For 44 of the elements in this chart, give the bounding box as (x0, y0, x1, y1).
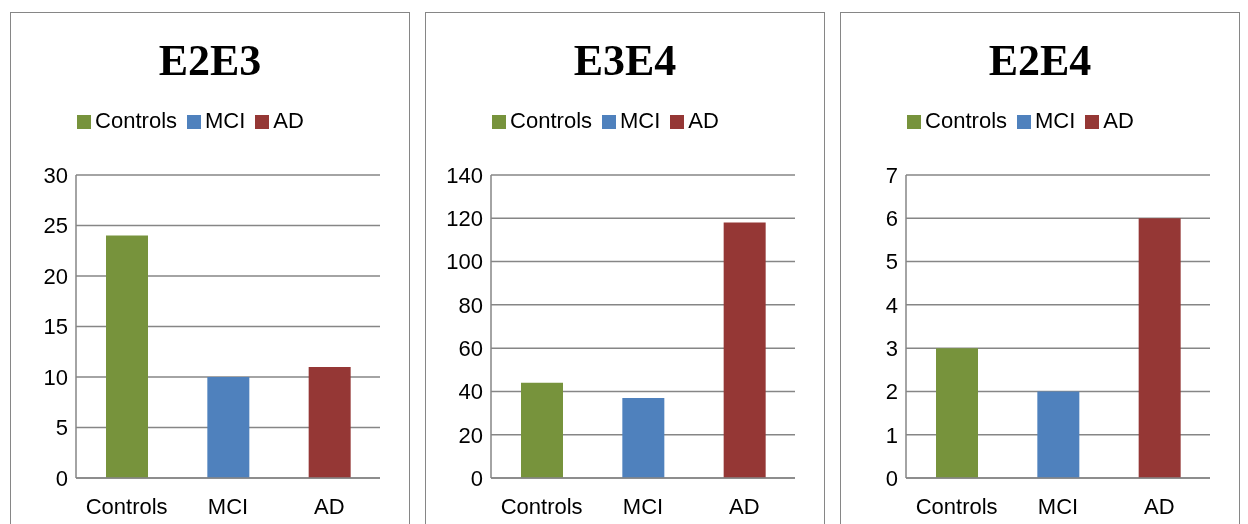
x-tick-label: AD (729, 493, 760, 519)
y-tick-label: 1 (885, 422, 898, 448)
x-tick-label: MCI (1037, 493, 1079, 519)
y-tick-label: 0 (55, 465, 68, 491)
chart-title: E3E4 (572, 35, 678, 87)
legend-label: MCI (620, 108, 661, 133)
y-tick-label: 60 (458, 335, 483, 361)
y-tick-label: 0 (470, 465, 483, 491)
y-tick-label: 30 (43, 162, 68, 188)
x-tick-label: AD (1144, 493, 1175, 519)
legend-label: AD (1103, 108, 1134, 133)
chart-title: E2E4 (987, 35, 1093, 87)
y-tick-label: 15 (43, 314, 68, 340)
legend-label: Controls (925, 108, 1008, 133)
y-tick-label: 20 (43, 263, 68, 289)
x-tick-label: Controls (500, 493, 583, 519)
legend-label: AD (273, 108, 304, 133)
y-tick-label: 120 (446, 206, 483, 232)
legend-label: Controls (95, 108, 178, 133)
y-tick-label: 6 (885, 206, 898, 232)
legend-label: MCI (1035, 108, 1076, 133)
y-tick-label: 4 (885, 292, 898, 318)
x-tick-label: MCI (622, 493, 664, 519)
y-tick-label: 140 (446, 162, 483, 188)
legend-label: MCI (205, 108, 246, 133)
x-tick-label: AD (314, 493, 345, 519)
y-tick-label: 40 (458, 379, 483, 405)
y-tick-label: 80 (458, 292, 483, 318)
legend-label: Controls (510, 108, 593, 133)
y-tick-label: 2 (885, 379, 898, 405)
x-tick-label: Controls (85, 493, 168, 519)
x-tick-label: MCI (207, 493, 249, 519)
y-tick-label: 20 (458, 422, 483, 448)
y-tick-label: 3 (885, 335, 898, 361)
y-tick-label: 100 (446, 249, 483, 275)
y-tick-label: 5 (885, 249, 898, 275)
chart-title: E2E3 (157, 35, 263, 87)
y-tick-label: 7 (885, 162, 898, 188)
y-tick-label: 25 (43, 213, 68, 239)
x-tick-label: Controls (915, 493, 998, 519)
y-tick-label: 10 (43, 364, 68, 390)
y-tick-label: 5 (55, 415, 68, 441)
legend-label: AD (688, 108, 719, 133)
y-tick-label: 0 (885, 465, 898, 491)
